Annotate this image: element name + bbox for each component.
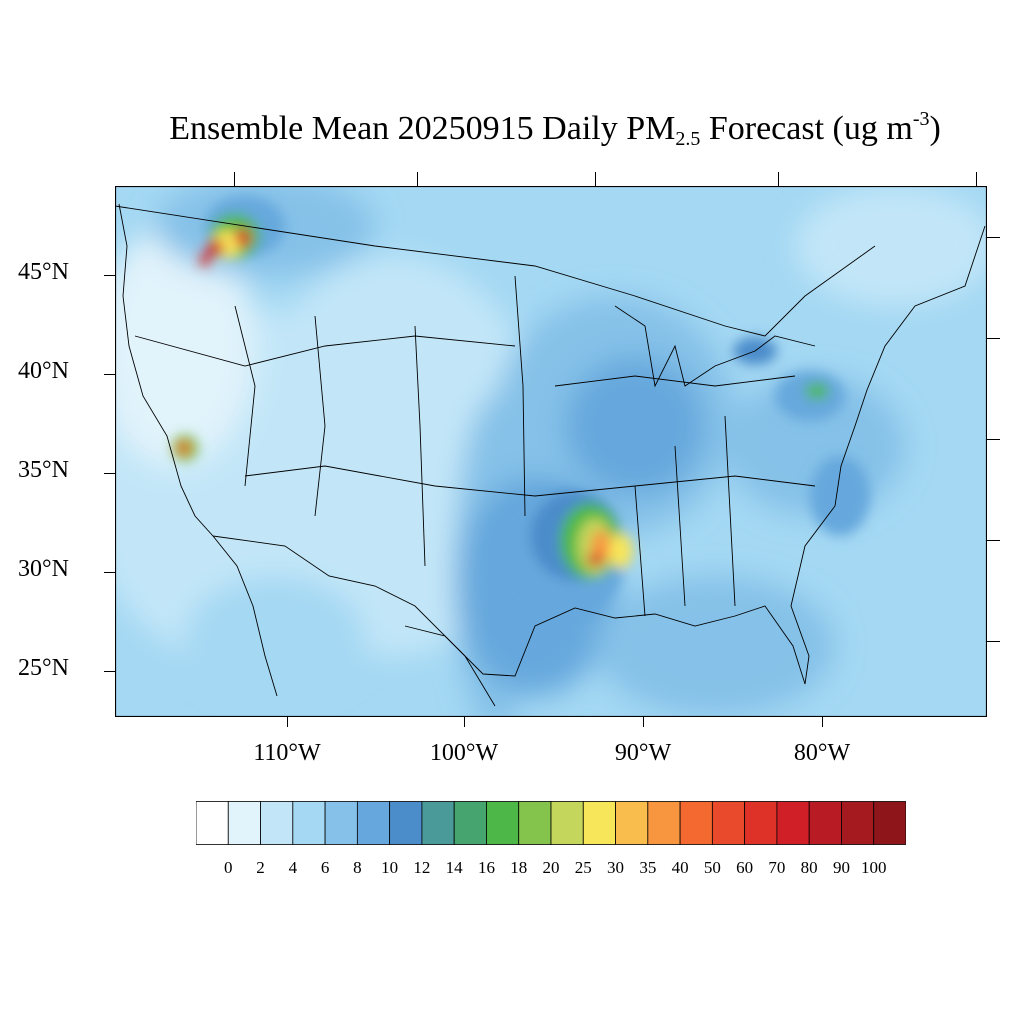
colorbar-level-label: 100 (860, 858, 887, 877)
colorbar-level-label: 25 (574, 858, 592, 877)
lat-label-40: 40°N (18, 358, 69, 384)
colorbar-level-label: 6 (320, 858, 330, 877)
title-text: Ensemble Mean 20250915 Daily PM (169, 110, 676, 147)
mexico-border (212, 535, 496, 707)
colorbar-level-label: 16 (477, 858, 495, 877)
state-line-5 (134, 335, 516, 367)
colorbar-swatch (227, 801, 261, 845)
colorbar-level-label: 35 (639, 858, 657, 877)
colorbar-swatch (453, 801, 487, 845)
lon-label-110w: 110°W (253, 740, 321, 766)
state-line-2 (314, 315, 326, 517)
state-line-4 (514, 275, 526, 517)
colorbar-swatch (711, 801, 746, 845)
colorbar-swatch (486, 801, 520, 845)
map-title: Ensemble Mean 20250915 Daily PM2.5 Forec… (0, 108, 1024, 151)
state-line-6 (244, 465, 816, 497)
lon-label-90w: 90°W (614, 740, 672, 766)
colorbar-level-label: 50 (703, 858, 721, 877)
colorbar-level-label: 2 (256, 858, 265, 877)
colorbar-level-label: 20 (542, 858, 560, 877)
gulf-coastline (404, 225, 986, 685)
colorbar-level-label: 70 (768, 858, 786, 877)
state-line-3 (414, 325, 426, 567)
lat-label-25: 25°N (18, 655, 69, 681)
colorbar-level-label: 60 (736, 858, 754, 877)
high-concentration-areas (172, 196, 870, 626)
colorbar-level-label: 18 (510, 858, 528, 877)
colorbar-swatch (518, 801, 552, 845)
canada-border (115, 205, 876, 337)
state-line-7 (554, 375, 796, 387)
lat-label-45: 45°N (18, 259, 69, 285)
colorbar-swatch (873, 801, 906, 845)
title-close: ) (929, 110, 941, 147)
colorbar-level-label: 30 (607, 858, 625, 877)
colorbar-swatch (421, 801, 455, 845)
colorbar-swatch (196, 801, 229, 845)
lon-label-80w: 80°W (793, 740, 851, 766)
colorbar-level-label: 80 (800, 858, 818, 877)
lat-label-35: 35°N (18, 457, 69, 483)
colorbar-level-label: 12 (413, 858, 431, 877)
colorbar-swatch (776, 801, 810, 845)
state-line-1 (234, 305, 256, 487)
colorbar-level-label: 90 (832, 858, 850, 877)
colorbar-swatch (260, 801, 294, 845)
colorbar-swatch (808, 801, 842, 845)
colorbar-level-label: 14 (445, 858, 463, 877)
colorbar-swatch (550, 801, 584, 845)
colorbar-level-label: 40 (671, 858, 689, 877)
pm25-map (115, 186, 987, 717)
lon-label-100w: 100°W (429, 740, 499, 766)
lat-label-30: 30°N (18, 556, 69, 582)
colorbar-swatch (292, 801, 326, 845)
west-coastline (118, 203, 278, 697)
colorbar-level-label: 4 (288, 858, 298, 877)
colorbar-swatch (324, 801, 358, 845)
concentration-field (115, 186, 987, 717)
colorbar-level-label: 0 (224, 858, 233, 877)
state-line-10 (724, 415, 736, 607)
title-subscript: 2.5 (675, 128, 701, 150)
colorbar-level-label: 10 (381, 858, 399, 877)
colorbar-level-label: 8 (353, 858, 362, 877)
colorbar-swatch (647, 801, 681, 845)
colorbar-swatch (679, 801, 713, 845)
map-border (115, 186, 987, 717)
colorbar-swatch (615, 801, 649, 845)
title-superscript: -3 (912, 108, 930, 130)
colorbar-swatch (389, 801, 423, 845)
title-units: Forecast (ug m (700, 110, 913, 147)
colorbar-swatch (744, 801, 778, 845)
map-boundaries (115, 203, 986, 707)
state-line-9 (674, 445, 686, 607)
state-line-8 (634, 485, 646, 617)
great-lakes (614, 305, 816, 388)
colorbar-swatch (582, 801, 616, 845)
colorbar (196, 801, 906, 845)
colorbar-swatch (841, 801, 875, 845)
colorbar-swatch (356, 801, 391, 845)
